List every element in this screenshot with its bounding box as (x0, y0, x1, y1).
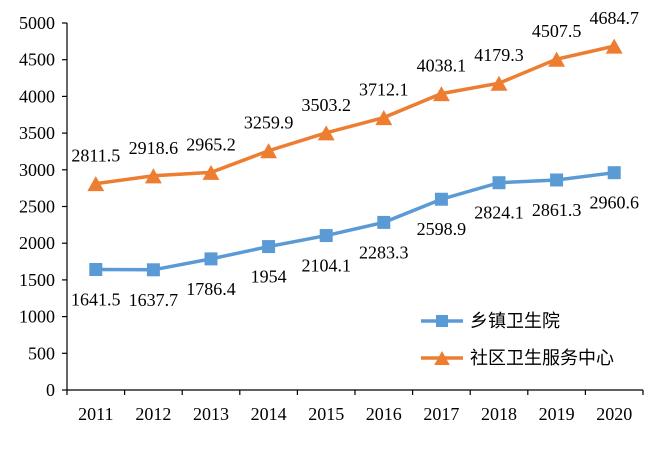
x-axis-tick-label: 2017 (423, 404, 459, 424)
y-axis-tick-label: 4500 (19, 50, 55, 70)
data-point-marker (550, 173, 564, 187)
legend-marker (434, 351, 450, 365)
data-point-marker (87, 176, 105, 192)
data-point-label: 2918.6 (129, 138, 179, 158)
legend-label: 社区卫生服务中心 (470, 348, 614, 368)
data-point-marker (146, 263, 160, 277)
data-point-label: 1637.7 (129, 290, 179, 310)
series-1: 2811.5 2918.6 2965.2 3259.9 3503.2 3712.1 4038… (71, 8, 639, 192)
series-line (95, 170, 615, 272)
y-axis-tick-label: 1500 (19, 270, 55, 290)
data-point-marker (260, 143, 278, 159)
data-point-marker (204, 252, 218, 266)
data-point-marker (548, 51, 566, 67)
data-point-marker (605, 38, 623, 54)
data-point-label: 4179.3 (474, 45, 524, 65)
series-0: 1641.5 1637.7 1786.4 1954 2104.1 2283.3 2598.9… (71, 166, 639, 310)
data-point-label: 2283.3 (359, 242, 409, 262)
y-axis-tick-label: 1000 (19, 307, 55, 327)
data-point-marker (492, 176, 506, 190)
x-axis-tick-label: 2012 (135, 404, 171, 424)
legend-marker (436, 315, 448, 327)
data-point-label: 2598.9 (417, 219, 467, 239)
x-axis-tick-label: 2015 (308, 404, 344, 424)
series-line (95, 44, 615, 186)
data-point-label: 2104.1 (301, 256, 351, 276)
data-point-marker (375, 109, 393, 126)
data-point-marker (432, 86, 450, 102)
legend-item: 社区卫生服务中心 (421, 348, 614, 368)
data-point-label: 2824.1 (474, 203, 524, 223)
data-point-label: 3712.1 (359, 80, 409, 100)
data-point-marker (317, 125, 335, 141)
x-axis-tick-label: 2014 (251, 404, 287, 424)
data-point-label: 3259.9 (244, 113, 294, 133)
data-point-marker (377, 215, 391, 229)
data-point-label: 1786.4 (186, 279, 236, 299)
x-axis-tick-label: 2020 (596, 404, 632, 424)
x-axis-tick-label: 2018 (481, 404, 517, 424)
data-point-label: 2811.5 (71, 146, 120, 166)
y-axis-tick-label: 500 (28, 343, 55, 363)
data-point-marker (262, 240, 276, 254)
data-point-marker (490, 75, 508, 91)
data-point-label: 2960.6 (589, 193, 639, 213)
data-point-marker (607, 166, 621, 180)
y-axis-tick-label: 2000 (19, 233, 55, 253)
data-point-marker (434, 192, 448, 206)
y-axis-tick-label: 0 (46, 380, 55, 400)
data-point-marker (144, 168, 162, 184)
data-point-label: 4038.1 (417, 56, 467, 76)
y-axis-tick-label: 3500 (19, 123, 55, 143)
y-axis-tick-label: 5000 (19, 13, 55, 33)
y-axis-tick-label: 3000 (19, 160, 55, 180)
data-point-label: 4684.7 (589, 8, 639, 28)
data-point-marker (89, 263, 103, 277)
legend-label: 乡镇卫生院 (470, 311, 560, 331)
data-point-label: 4507.5 (532, 21, 582, 41)
data-point-label: 2861.3 (532, 200, 582, 220)
x-axis-tick-label: 2011 (78, 404, 113, 424)
data-point-label: 1954 (251, 267, 287, 287)
data-point-label: 1641.5 (71, 290, 121, 310)
data-point-label: 2965.2 (186, 134, 236, 154)
data-point-marker (202, 164, 220, 180)
x-axis-tick-label: 2016 (366, 404, 402, 424)
x-axis-tick-label: 2019 (539, 404, 575, 424)
data-point-marker (319, 229, 333, 243)
y-axis-tick-label: 4000 (19, 86, 55, 106)
legend-item: 乡镇卫生院 (421, 311, 560, 331)
data-point-label: 3503.2 (301, 95, 351, 115)
x-axis-tick-label: 2013 (193, 404, 229, 424)
y-axis-tick-label: 2500 (19, 197, 55, 217)
